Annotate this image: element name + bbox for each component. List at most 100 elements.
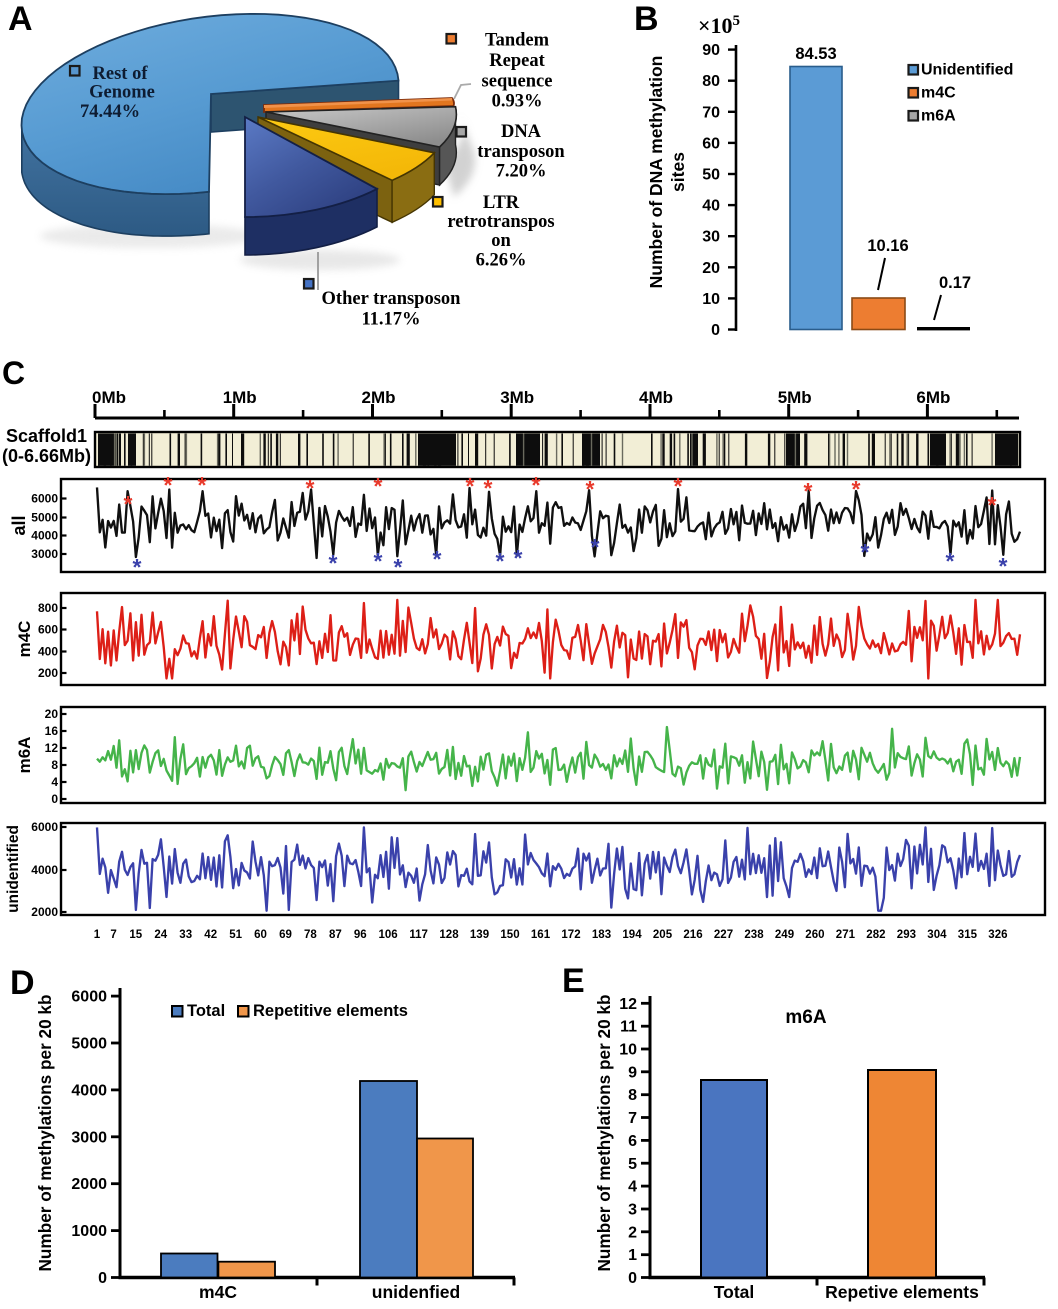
svg-text:293: 293 — [897, 929, 916, 941]
svg-text:LTR: LTR — [483, 193, 520, 213]
svg-text:retrotranspos: retrotranspos — [447, 212, 554, 232]
svg-text:70: 70 — [702, 104, 720, 121]
svg-text:50: 50 — [702, 167, 720, 184]
svg-text:304: 304 — [927, 929, 947, 941]
svg-text:60: 60 — [254, 929, 267, 941]
svg-text:Tandem: Tandem — [485, 31, 550, 51]
svg-text:*: * — [586, 476, 595, 502]
svg-text:216: 216 — [683, 929, 702, 941]
svg-text:0: 0 — [51, 792, 58, 806]
svg-text:*: * — [999, 553, 1008, 579]
svg-text:*: * — [198, 472, 207, 498]
svg-text:40: 40 — [702, 198, 720, 215]
svg-text:*: * — [164, 472, 173, 498]
svg-text:10: 10 — [702, 291, 720, 308]
svg-text:3Mb: 3Mb — [500, 388, 534, 407]
svg-text:96: 96 — [354, 929, 367, 941]
svg-text:5000: 5000 — [31, 511, 58, 525]
svg-text:*: * — [804, 478, 813, 504]
svg-text:*: * — [374, 473, 383, 499]
svg-text:6000: 6000 — [31, 492, 58, 506]
svg-text:10.16: 10.16 — [867, 237, 908, 255]
svg-text:60: 60 — [702, 135, 720, 152]
svg-text:0: 0 — [628, 1270, 637, 1287]
svg-text:24: 24 — [154, 929, 167, 941]
svg-text:*: * — [852, 476, 861, 502]
svg-text:249: 249 — [775, 929, 794, 941]
svg-text:271: 271 — [836, 929, 856, 941]
svg-text:Number of methylations per 20: Number of methylations per 20 kb — [35, 995, 55, 1272]
svg-text:all: all — [9, 515, 29, 535]
svg-text:8: 8 — [51, 758, 58, 772]
svg-text:106: 106 — [379, 929, 398, 941]
svg-text:161: 161 — [531, 929, 551, 941]
svg-text:200: 200 — [38, 666, 58, 680]
svg-text:11: 11 — [620, 1019, 637, 1036]
svg-text:m6A: m6A — [785, 1007, 826, 1028]
svg-text:0.93%: 0.93% — [492, 92, 543, 112]
svg-text:*: * — [466, 473, 475, 499]
svg-text:139: 139 — [470, 929, 489, 941]
svg-text:15: 15 — [129, 929, 142, 941]
svg-text:5Mb: 5Mb — [778, 388, 812, 407]
svg-text:Rest of: Rest of — [93, 64, 149, 84]
svg-text:Repetitive elements: Repetitive elements — [253, 1002, 408, 1020]
svg-text:*: * — [946, 548, 955, 574]
svg-text:m4C: m4C — [15, 621, 34, 658]
svg-text:on: on — [491, 231, 511, 251]
svg-text:0.17: 0.17 — [939, 274, 971, 292]
svg-text:Unidentified: Unidentified — [921, 62, 1013, 79]
svg-text:0: 0 — [98, 1270, 107, 1287]
svg-text:117: 117 — [409, 929, 428, 941]
svg-text:*: * — [861, 539, 870, 565]
svg-text:Genome: Genome — [89, 83, 155, 103]
svg-text:m6A: m6A — [921, 108, 956, 125]
svg-text:*: * — [674, 473, 683, 499]
svg-text:4000: 4000 — [71, 1082, 107, 1099]
svg-text:10: 10 — [619, 1042, 637, 1059]
svg-text:6000: 6000 — [71, 989, 107, 1006]
svg-text:*: * — [329, 550, 338, 576]
svg-text:90: 90 — [702, 42, 720, 59]
svg-text:*: * — [394, 554, 403, 580]
svg-text:7: 7 — [628, 1110, 637, 1127]
svg-text:400: 400 — [38, 645, 58, 659]
svg-text:Repetive elements: Repetive elements — [825, 1282, 979, 1302]
svg-text:×105: ×105 — [698, 13, 740, 38]
svg-text:1: 1 — [628, 1247, 637, 1264]
svg-text:0: 0 — [711, 322, 720, 339]
svg-text:12: 12 — [619, 996, 637, 1013]
svg-text:*: * — [532, 472, 541, 498]
svg-text:4000: 4000 — [31, 863, 58, 877]
svg-text:*: * — [433, 546, 442, 572]
svg-text:315: 315 — [958, 929, 978, 941]
svg-text:*: * — [591, 534, 600, 560]
svg-text:326: 326 — [988, 929, 1007, 941]
svg-text:*: * — [306, 475, 315, 501]
svg-text:sequence: sequence — [482, 72, 553, 92]
svg-text:87: 87 — [329, 929, 342, 941]
svg-text:*: * — [988, 492, 997, 518]
svg-text:238: 238 — [744, 929, 764, 941]
svg-text:84.53: 84.53 — [795, 45, 836, 63]
svg-text:7.20%: 7.20% — [496, 162, 547, 182]
svg-text:Repeat: Repeat — [489, 51, 545, 71]
svg-text:*: * — [514, 545, 523, 571]
svg-text:227: 227 — [714, 929, 733, 941]
svg-text:Number of DNA methylation: Number of DNA methylation — [646, 56, 666, 289]
svg-text:183: 183 — [592, 929, 611, 941]
svg-text:*: * — [133, 554, 142, 580]
svg-text:1Mb: 1Mb — [223, 388, 257, 407]
svg-text:unidentified: unidentified — [5, 825, 22, 913]
svg-text:6: 6 — [628, 1133, 637, 1150]
svg-text:Number of methylations per 20: Number of methylations per 20 kb — [594, 995, 614, 1272]
svg-text:12: 12 — [45, 741, 59, 755]
svg-text:172: 172 — [561, 929, 580, 941]
svg-text:20: 20 — [702, 260, 720, 277]
svg-text:3: 3 — [628, 1202, 637, 1219]
svg-text:4: 4 — [51, 775, 58, 789]
svg-text:m6A: m6A — [15, 737, 34, 774]
svg-text:Other transposon: Other transposon — [322, 289, 462, 309]
svg-text:B: B — [634, 0, 659, 38]
svg-text:194: 194 — [622, 929, 642, 941]
